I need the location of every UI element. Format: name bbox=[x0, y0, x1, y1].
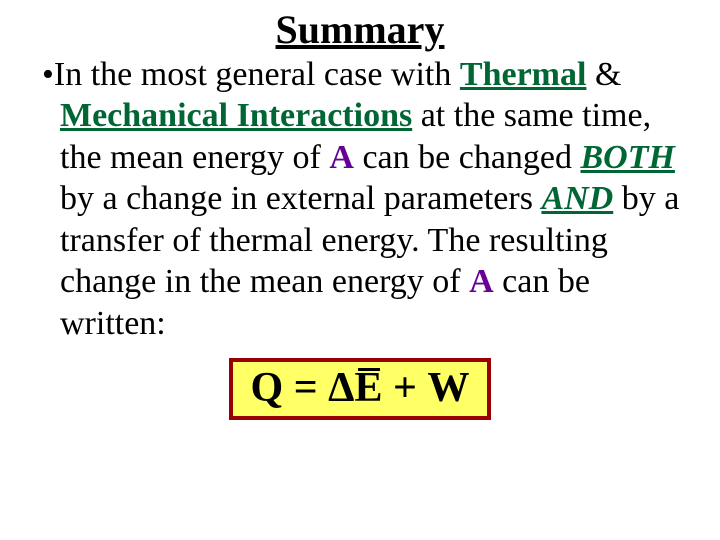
eq-W: W bbox=[427, 365, 469, 411]
bullet-glyph: • bbox=[42, 56, 54, 93]
text-run: In the most general case with bbox=[54, 56, 460, 93]
slide: Summary •In the most general case with T… bbox=[0, 0, 720, 540]
symbol-A: A bbox=[469, 263, 494, 300]
eq-plus: + bbox=[383, 365, 428, 411]
symbol-A: A bbox=[329, 139, 354, 176]
eq-equals: = bbox=[283, 365, 328, 411]
eq-E-bar: E bbox=[355, 366, 383, 410]
term-thermal: Thermal bbox=[460, 56, 587, 93]
text-run: can be changed bbox=[354, 139, 581, 176]
slide-title: Summary bbox=[28, 8, 692, 52]
eq-Q: Q bbox=[251, 365, 284, 411]
term-mechanical: Mechanical Interactions bbox=[60, 97, 412, 134]
emph-both: BOTH bbox=[581, 139, 675, 176]
eq-delta: Δ bbox=[328, 365, 354, 411]
text-run: by a change in external parameters bbox=[60, 180, 541, 217]
body-paragraph: •In the most general case with Thermal &… bbox=[28, 54, 692, 344]
equation-box: Q = ΔE + W bbox=[229, 358, 492, 420]
equation-container: Q = ΔE + W bbox=[28, 358, 692, 420]
emph-and: AND bbox=[541, 180, 613, 217]
text-run: & bbox=[586, 56, 621, 93]
